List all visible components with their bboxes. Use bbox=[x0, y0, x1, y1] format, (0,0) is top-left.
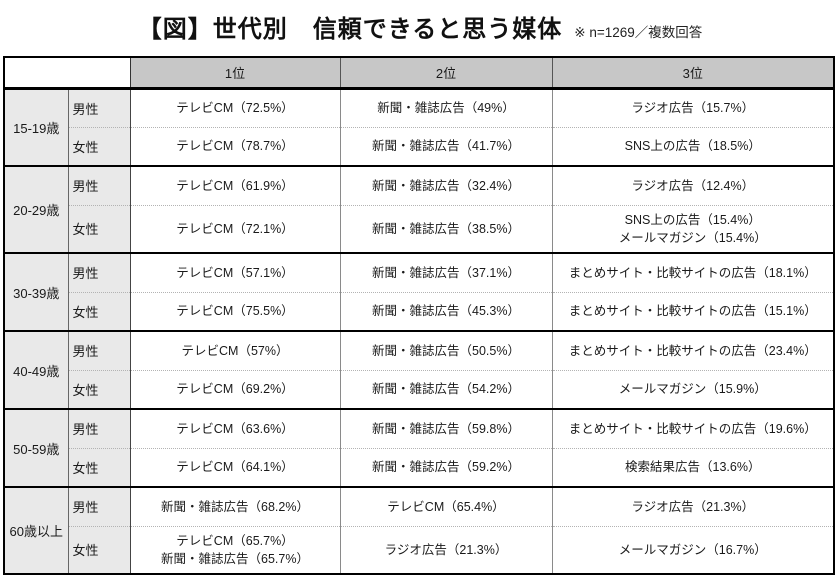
table-row-30-39-female: 女性 テレビCM（75.5%） 新聞・雑誌広告（45.3%） まとめサイト・比較… bbox=[4, 292, 834, 331]
header-empty-cell bbox=[4, 57, 131, 90]
header-row: 1位 2位 3位 bbox=[4, 57, 834, 90]
rank3-cell: ラジオ広告（15.7%） bbox=[551, 88, 834, 128]
rank2-cell: 新聞・雑誌広告（59.2%） bbox=[339, 448, 552, 487]
table-row-15-19-female: 女性 テレビCM（78.7%） 新聞・雑誌広告（41.7%） SNS上の広告（1… bbox=[4, 127, 834, 166]
rank1-cell: テレビCM（72.5%） bbox=[130, 88, 340, 128]
table-row-20-29-male: 20-29歳 男性 テレビCM（61.9%） 新聞・雑誌広告（32.4%） ラジ… bbox=[4, 165, 834, 254]
gender-cell: 女性 bbox=[68, 448, 131, 487]
rank2-cell: 新聞・雑誌広告（37.1%） bbox=[339, 252, 552, 293]
rank2-cell: 新聞・雑誌広告（38.5%） bbox=[339, 205, 552, 253]
gender-cell: 女性 bbox=[68, 127, 131, 166]
table-row-60plus-female: 女性 テレビCM（65.7%） 新聞・雑誌広告（65.7%） ラジオ広告（21.… bbox=[4, 526, 834, 574]
rank2-cell: 新聞・雑誌広告（45.3%） bbox=[339, 292, 552, 331]
rank1-cell: テレビCM（72.1%） bbox=[176, 221, 294, 236]
table-row-15-19-male: 15-19歳 男性 テレビCM（72.5%） 新聞・雑誌広告（49%） ラジオ広… bbox=[4, 88, 834, 167]
age-cell: 40-49歳 bbox=[4, 330, 69, 410]
rank3-cell: まとめサイト・比較サイトの広告（15.1%） bbox=[551, 292, 834, 331]
title-row: 【図】世代別 信頼できると思う媒体 ※ n=1269／複数回答 bbox=[0, 0, 840, 44]
rank1-cell: 新聞・雑誌広告（68.2%） bbox=[130, 486, 340, 527]
age-cell: 15-19歳 bbox=[4, 88, 69, 167]
gender-cell: 男性 bbox=[68, 165, 131, 206]
table-row-30-39-male: 30-39歳 男性 テレビCM（57.1%） 新聞・雑誌広告（37.1%） まと… bbox=[4, 252, 834, 332]
rank3-cell: ラジオ広告（12.4%） bbox=[551, 165, 834, 206]
rank3-cell: ラジオ広告（21.3%） bbox=[551, 486, 834, 527]
rank3-cell: メールマガジン（16.7%） bbox=[551, 526, 834, 574]
gender-cell: 女性 bbox=[68, 526, 131, 574]
age-cell: 50-59歳 bbox=[4, 408, 69, 488]
gender-cell: 男性 bbox=[68, 330, 131, 371]
rank1-cell: テレビCM（65.7%） 新聞・雑誌広告（65.7%） bbox=[161, 533, 309, 566]
header-rank2: 2位 bbox=[339, 57, 552, 90]
rank2-cell: 新聞・雑誌広告（59.8%） bbox=[339, 408, 552, 449]
rank1-cell: テレビCM（64.1%） bbox=[176, 460, 294, 475]
rank2-cell: 新聞・雑誌広告（49%） bbox=[339, 88, 552, 128]
rank1-cell: テレビCM（57%） bbox=[130, 330, 340, 371]
rank2-cell: 新聞・雑誌広告（41.7%） bbox=[339, 127, 552, 166]
rank3-cell: SNS上の広告（15.4%） メールマガジン（15.4%） bbox=[551, 205, 834, 253]
table-row-20-29-female: 女性 テレビCM（72.1%） 新聞・雑誌広告（38.5%） SNS上の広告（1… bbox=[4, 205, 834, 253]
table-row-60plus-male: 60歳以上 男性 新聞・雑誌広告（68.2%） テレビCM（65.4%） ラジオ… bbox=[4, 486, 834, 575]
rank2-cell: 新聞・雑誌広告（32.4%） bbox=[339, 165, 552, 206]
age-cell: 20-29歳 bbox=[4, 165, 69, 254]
table-row-50-59-female: 女性 テレビCM（64.1%） 新聞・雑誌広告（59.2%） 検索結果広告（13… bbox=[4, 448, 834, 487]
rank1-cell: テレビCM（63.6%） bbox=[130, 408, 340, 449]
gender-cell: 女性 bbox=[68, 292, 131, 331]
table-body: 15-19歳 男性 テレビCM（72.5%） 新聞・雑誌広告（49%） ラジオ広… bbox=[4, 88, 834, 575]
rank1-cell: テレビCM（75.5%） bbox=[176, 304, 294, 319]
rank1-cell: テレビCM（61.9%） bbox=[130, 165, 340, 206]
rank3-cell: まとめサイト・比較サイトの広告（19.6%） bbox=[551, 408, 834, 449]
table-row-40-49-female: 女性 テレビCM（69.2%） 新聞・雑誌広告（54.2%） メールマガジン（1… bbox=[4, 370, 834, 409]
rank2-cell: ラジオ広告（21.3%） bbox=[339, 526, 552, 574]
rank3-cell: まとめサイト・比較サイトの広告（23.4%） bbox=[551, 330, 834, 371]
sample-size-note: ※ n=1269／複数回答 bbox=[574, 25, 703, 40]
gender-cell: 女性 bbox=[68, 370, 131, 409]
rank3-cell: 検索結果広告（13.6%） bbox=[551, 448, 834, 487]
rank3-cell: まとめサイト・比較サイトの広告（18.1%） bbox=[551, 252, 834, 293]
header-rank3: 3位 bbox=[551, 57, 834, 90]
gender-cell: 女性 bbox=[68, 205, 131, 253]
rank2-cell: 新聞・雑誌広告（54.2%） bbox=[339, 370, 552, 409]
gender-cell: 男性 bbox=[68, 88, 131, 128]
trusted-media-table: 1位 2位 3位 15-19歳 男性 テレビCM（72.5%） 新聞・雑誌広告（… bbox=[3, 56, 835, 575]
header-rank1: 1位 bbox=[129, 57, 340, 90]
page-title: 【図】世代別 信頼できると思う媒体 bbox=[137, 16, 563, 43]
age-cell: 60歳以上 bbox=[4, 486, 69, 575]
rank1-cell: テレビCM（57.1%） bbox=[130, 252, 340, 293]
table-header: 1位 2位 3位 bbox=[4, 57, 834, 90]
rank3-cell: SNS上の広告（18.5%） bbox=[551, 127, 834, 166]
rank2-cell: テレビCM（65.4%） bbox=[339, 486, 552, 527]
rank2-cell: 新聞・雑誌広告（50.5%） bbox=[339, 330, 552, 371]
age-cell: 30-39歳 bbox=[4, 252, 69, 332]
gender-cell: 男性 bbox=[68, 252, 131, 293]
rank1-cell: テレビCM（69.2%） bbox=[176, 382, 294, 397]
rank3-cell: メールマガジン（15.9%） bbox=[551, 370, 834, 409]
table-row-50-59-male: 50-59歳 男性 テレビCM（63.6%） 新聞・雑誌広告（59.8%） まと… bbox=[4, 408, 834, 488]
gender-cell: 男性 bbox=[68, 408, 131, 449]
rank1-cell: テレビCM（78.7%） bbox=[176, 139, 294, 154]
table-row-40-49-male: 40-49歳 男性 テレビCM（57%） 新聞・雑誌広告（50.5%） まとめサ… bbox=[4, 330, 834, 410]
gender-cell: 男性 bbox=[68, 486, 131, 527]
